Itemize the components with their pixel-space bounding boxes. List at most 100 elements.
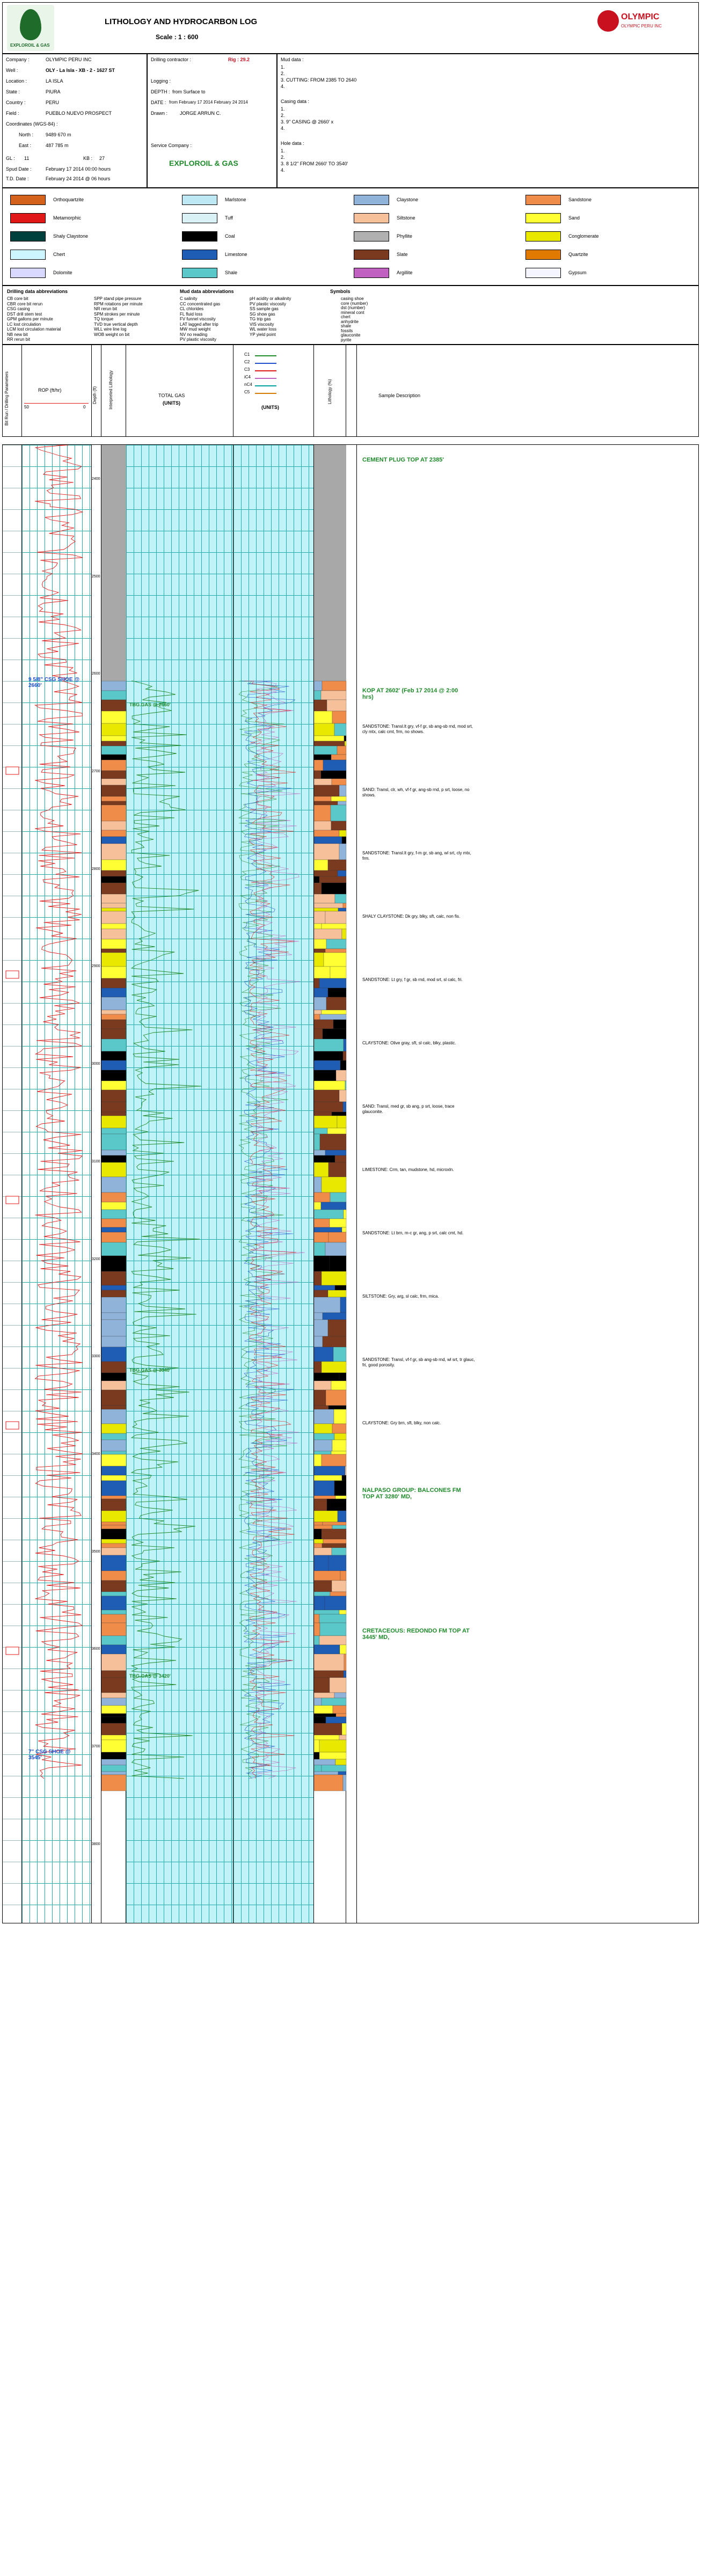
- lithology-percent-band: [313, 1570, 341, 1581]
- drawn-label: Drawn :: [151, 111, 168, 116]
- abbrev-item: glauconite: [341, 333, 361, 338]
- lithology-percent-band: [322, 1543, 347, 1548]
- interpreted-lithology-band: [101, 1038, 127, 1052]
- interpreted-lithology-band: [101, 1070, 127, 1081]
- legend-swatch-gypsum: [525, 268, 561, 278]
- interpreted-lithology-band: [101, 1677, 127, 1693]
- legend-label: Gypsum: [568, 270, 587, 275]
- lithology-percent-band: [313, 778, 332, 786]
- sample-description: SAND: Transl, clr, wh, vf-f gr, ang-sb r…: [362, 787, 470, 797]
- lithology-percent-band: [313, 1080, 346, 1091]
- mud-info-panel: Mud data : 1. 2. 3. CUTTING: FROM 2385 T…: [277, 54, 699, 188]
- abbrev-item: PV plastic viscosity: [180, 337, 217, 342]
- abbrev-item: SG show gas: [250, 311, 275, 317]
- interp-header: Interpreted Lithology: [101, 345, 126, 436]
- lithology-percent-band: [331, 778, 347, 786]
- chromatograph-header: C1 C2 C3 iC4 nC4 C5 (UNITS): [233, 345, 314, 436]
- lithology-percent-band: [345, 1466, 347, 1476]
- company-logo-icon: [597, 10, 619, 32]
- lithology-percent-band: [331, 1111, 347, 1116]
- abbrev-item: SPM strokes per minute: [94, 311, 140, 317]
- abbrev-item: PV plastic viscosity: [250, 301, 287, 306]
- interpreted-lithology-band: [101, 1336, 127, 1348]
- interpreted-lithology-band: [101, 1713, 127, 1717]
- abbrev-item: TVD true vertical depth: [94, 321, 138, 327]
- interpreted-lithology-band: [101, 948, 127, 953]
- lithology-percent-band: [313, 1591, 331, 1597]
- lithology-percent-band: [313, 723, 335, 736]
- casing-line-4: 4.: [281, 126, 285, 131]
- rop-curve: [34, 445, 84, 1779]
- sample-description: SANDSTONE: Lt brn, m-c gr, ang, p srt, c…: [362, 1231, 464, 1235]
- lithology-percent-band: [313, 1242, 326, 1256]
- abbrev-item: FV funnel viscosity: [180, 317, 216, 321]
- lithology-percent-band: [327, 1290, 347, 1298]
- interpreted-lithology-band: [101, 1285, 127, 1291]
- lithology-percent-band: [337, 870, 347, 877]
- depth-tick-label: 3800: [92, 1842, 100, 1846]
- interpreted-lithology-band: [101, 1389, 127, 1406]
- interpreted-lithology-band: [101, 1439, 127, 1452]
- sample-description: SILTSTONE: Gry, arg, sl calc, frm, mica.: [362, 1294, 439, 1299]
- abbrev-item: WL water loss: [250, 327, 276, 332]
- interpreted-lithology-band: [101, 699, 127, 712]
- legend-label: Quartzite: [568, 252, 588, 257]
- lithology-percent-band: [313, 1346, 334, 1362]
- lithology-percent-band: [322, 1312, 347, 1320]
- hole-data-label: Hole data :: [281, 141, 304, 146]
- lithology-percent-band: [313, 1609, 340, 1615]
- legend-label: Limestone: [225, 252, 247, 257]
- depth-tick-label: 3600: [92, 1647, 100, 1651]
- interpreted-lithology-band: [101, 778, 127, 786]
- depth-header: Depth (ft): [92, 345, 101, 436]
- lithology-percent-band: [313, 1543, 323, 1548]
- lithology-percent-band: [313, 1759, 336, 1766]
- interpreted-lithology-band: [101, 1555, 127, 1571]
- lithology-percent-band: [313, 1774, 344, 1791]
- total-gas-curve: [130, 680, 201, 1779]
- interpreted-lithology-band: [101, 1570, 127, 1581]
- lithology-percent-band: [313, 978, 320, 989]
- lithology-percent-band: [313, 966, 331, 979]
- company-logo-text: OLYMPIC: [621, 12, 660, 21]
- lithology-percent-band: [313, 745, 338, 755]
- lithology-pct-label: Lithology (%): [327, 379, 332, 404]
- interpreted-lithology-band: [101, 1232, 127, 1243]
- lithology-percent-band: [334, 894, 347, 904]
- lithology-percent-band: [313, 1232, 329, 1243]
- legend-swatch-sand: [525, 213, 561, 223]
- td-date-label: T.D. Date :: [6, 176, 29, 181]
- lithology-percent-band: [313, 1255, 330, 1272]
- lithology-percent-band: [321, 1454, 347, 1467]
- interpreted-lithology-band: [101, 1495, 127, 1499]
- legend-label: Tuff: [225, 215, 233, 221]
- lithology-percent-band: [313, 1692, 335, 1699]
- abbrev-item: DST drill stem test: [7, 311, 42, 317]
- hole-line-2: 2.: [281, 155, 285, 160]
- date-value: from February 17 2014 February 24 2014: [169, 100, 248, 105]
- lithology-percent-band: [323, 952, 347, 967]
- interpreted-lithology-band: [101, 1752, 127, 1760]
- abbrev-item: YP yield point: [250, 332, 276, 337]
- lithology-percent-band: [313, 1336, 323, 1348]
- rop-header: ROP (ft/hr) 50 0: [22, 345, 92, 436]
- interpreted-lithology-band: [101, 1009, 127, 1015]
- north-value: 9489 670 m: [46, 132, 71, 137]
- interpreted-lithology-band: [101, 882, 127, 895]
- lithology-percent-band: [313, 1670, 344, 1678]
- lithology-percent-band: [313, 911, 326, 924]
- lithology-percent-band: [334, 1155, 347, 1163]
- interpreted-lithology-band: [101, 1510, 127, 1523]
- gas-species-line: [255, 355, 276, 356]
- lithology-percent-band: [342, 903, 347, 909]
- lithology-percent-band: [313, 1596, 325, 1611]
- gas1-annotation: TBG.GAS @ 2660': [129, 702, 171, 707]
- rop-header-label: ROP (ft/hr): [38, 387, 62, 393]
- casing-line-3: 3. 9" CASING @ 2660' x: [281, 119, 334, 125]
- lithology-percent-band: [342, 1051, 347, 1061]
- interpreted-lithology-band: [101, 1525, 127, 1529]
- gas-species-label: C5: [244, 390, 250, 394]
- depth-tick-label: 3700: [92, 1744, 100, 1748]
- lithology-percent-band: [343, 1038, 347, 1052]
- lithology-percent-band: [325, 1389, 347, 1406]
